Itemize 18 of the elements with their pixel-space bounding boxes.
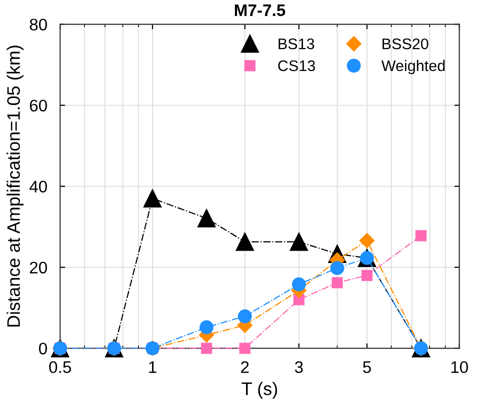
y-tick-label: 0 <box>39 342 47 355</box>
x-tick-label: 0.5 <box>49 361 72 374</box>
x-axis-title: T (s) <box>242 382 278 399</box>
x-tick-label: 3 <box>294 361 303 374</box>
legend-label: CS13 <box>278 60 315 72</box>
legend-label: BSS20 <box>382 38 428 50</box>
legend-label: BS13 <box>278 38 314 50</box>
y-tick-label: 80 <box>30 18 47 31</box>
legend-label: Weighted <box>381 60 445 74</box>
y-tick-label: 20 <box>30 262 47 274</box>
x-tick-label: 10 <box>451 361 468 374</box>
y-axis-title: Distance at Amplification=1.05 (km) <box>6 46 24 327</box>
y-tick-label: 40 <box>29 180 47 193</box>
x-tick-label: 5 <box>363 361 371 374</box>
chart-title: M7-7.5 <box>234 4 286 16</box>
x-tick-label: 1 <box>149 361 156 373</box>
y-tick-label: 60 <box>30 100 47 112</box>
x-tick-label: 2 <box>241 361 249 373</box>
